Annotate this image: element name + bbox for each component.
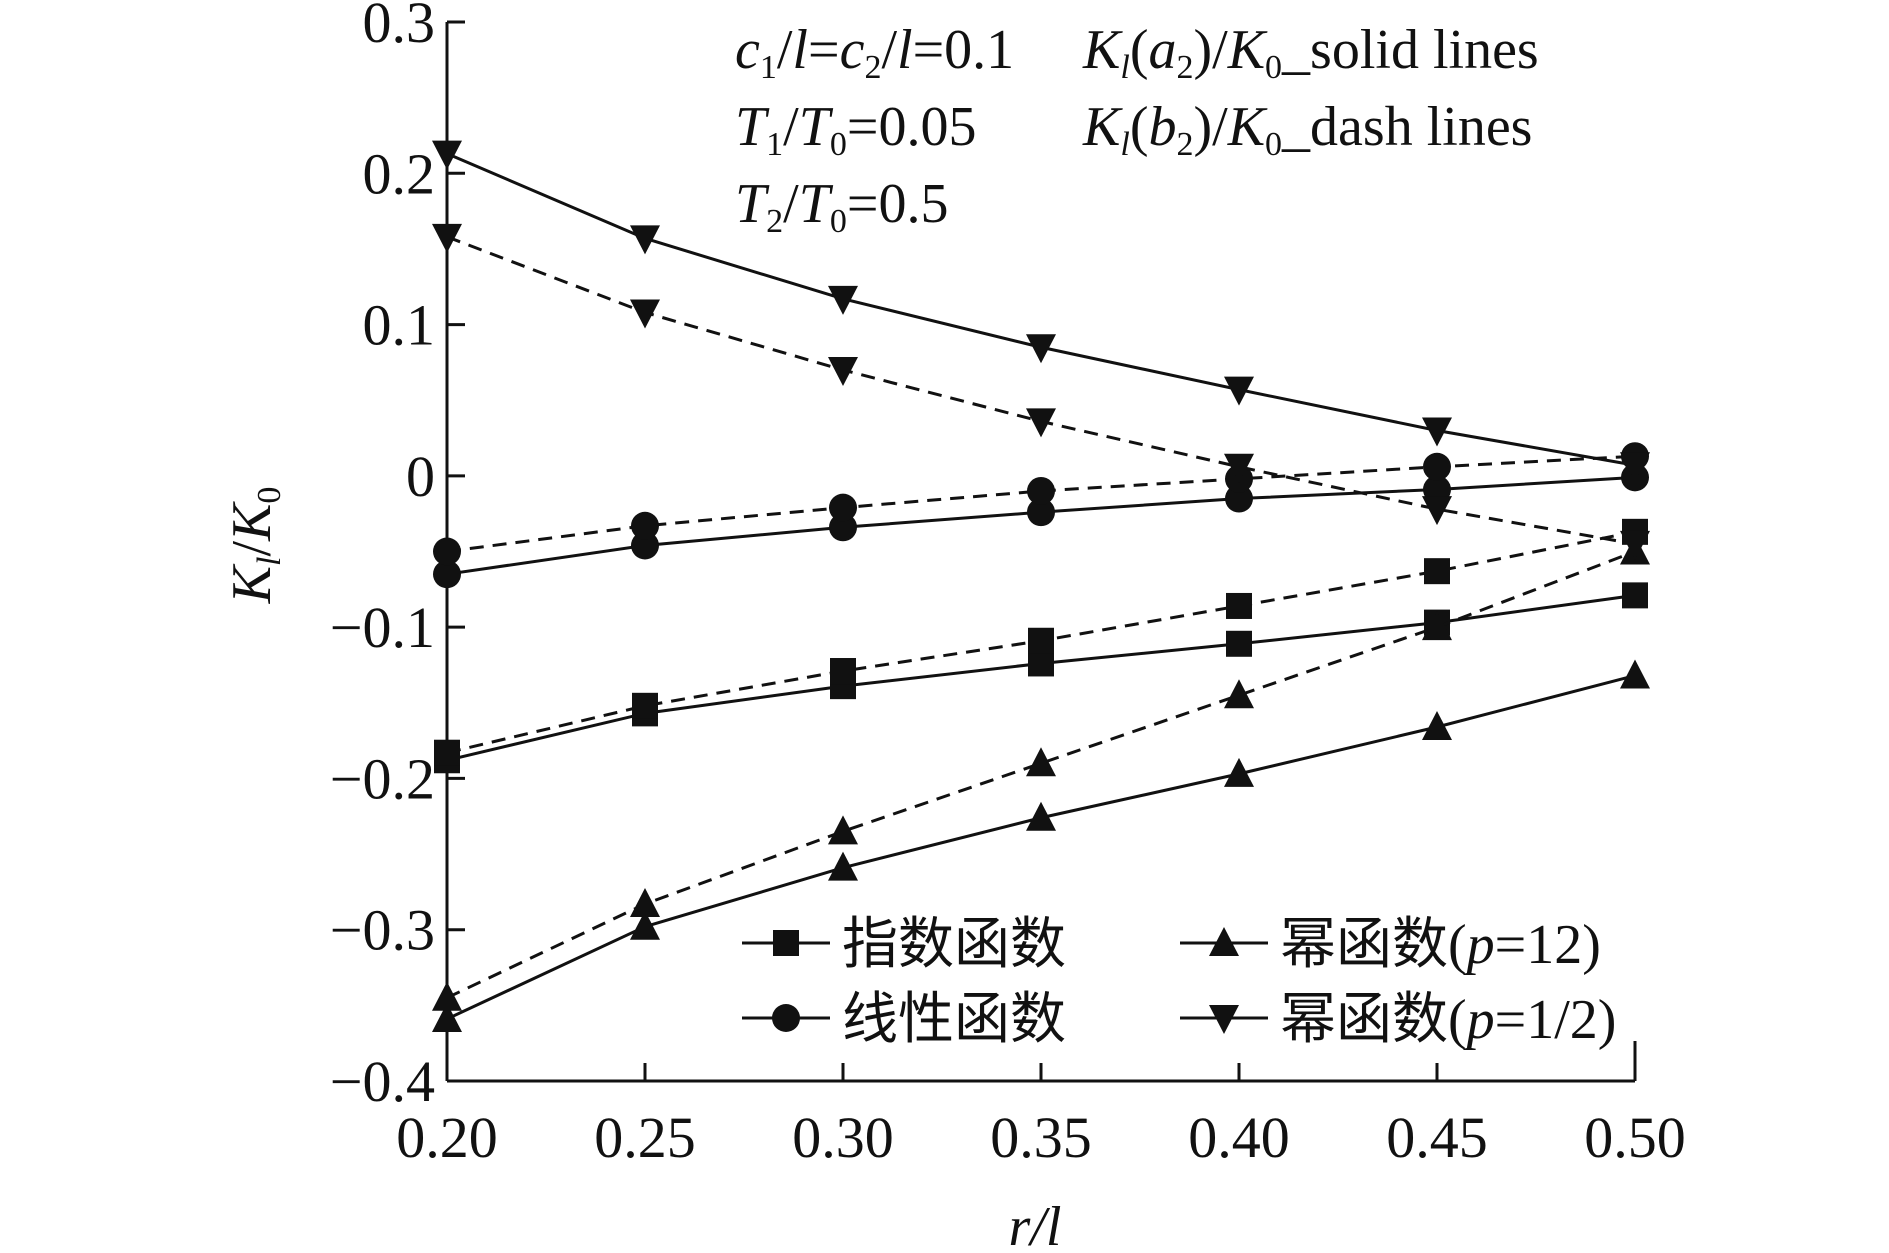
series-triangle-down-solid: [432, 140, 1650, 482]
data-point: [1027, 498, 1055, 527]
legend-label: 幂函数(p=1/2): [1280, 989, 1616, 1051]
y-tick-label: −0.3: [330, 898, 435, 963]
series-triangle-down-dash: [432, 223, 1650, 560]
series-line: [446, 593, 1636, 762]
data-point: [1423, 452, 1451, 481]
data-point: [432, 140, 462, 170]
legend-item: 指数函数: [742, 914, 1066, 976]
data-point: [828, 356, 858, 386]
data-point: [828, 851, 858, 881]
data-point: [1224, 453, 1254, 483]
data-point: [630, 225, 660, 255]
x-tick-label: 0.25: [594, 1105, 696, 1170]
y-tick-label: 0: [406, 444, 435, 509]
data-point: [1027, 476, 1055, 505]
x-tick-label: 0.20: [396, 1105, 498, 1170]
data-point: [1424, 558, 1450, 585]
data-point: [1422, 611, 1452, 641]
data-point: [1422, 710, 1452, 740]
data-point: [432, 981, 462, 1011]
svg-text:Kl/K0: Kl/K0: [221, 487, 288, 605]
series-circle-dash: [433, 442, 1649, 566]
data-point: [1620, 452, 1650, 482]
series-triangle-up-solid: [432, 659, 1650, 1032]
series-square-dash: [434, 518, 1648, 766]
legend-marker: [1209, 1005, 1239, 1034]
data-point: [830, 658, 856, 685]
x-tick-label: 0.35: [990, 1105, 1092, 1170]
axes: 0.3 0.2 0.1 0 −0.1 −0.2 −0.3 −0.40.20 0.25 0.30 0.…: [330, 0, 1686, 1170]
data-point: [432, 223, 462, 253]
legend-item: 幂函数(p=1/2): [1180, 989, 1616, 1051]
data-point: [432, 1002, 462, 1032]
data-point: [1026, 747, 1056, 777]
legend-item: 线性函数: [742, 989, 1066, 1051]
data-point: [630, 299, 660, 329]
series-square-solid: [434, 582, 1648, 774]
annotation-legend-solid: Kl(a2)/K0_solid lines: [1082, 19, 1539, 86]
x-tick-label: 0.30: [792, 1105, 894, 1170]
y-tick-label: 0.3: [363, 0, 436, 55]
legend-label: 幂函数(p=12): [1280, 914, 1601, 976]
annotation-legend-dash: Kl(b2)/K0_dash lines: [1082, 96, 1532, 163]
data-point: [630, 910, 660, 940]
data-point: [433, 537, 461, 566]
annotation-block: c1/l=c2/l=0.1 Kl(a2)/K0_solid lines T1/T…: [735, 19, 1539, 240]
y-tick-label: −0.4: [330, 1049, 435, 1114]
data-point: [1225, 484, 1253, 513]
data-point: [631, 531, 659, 560]
data-point: [1620, 530, 1650, 560]
data-point: [1026, 801, 1056, 831]
legend-marker: [773, 930, 799, 956]
data-point: [1028, 650, 1054, 677]
legend-label: 指数函数: [842, 914, 1066, 976]
y-axis-label: Kl/K0: [221, 487, 288, 605]
x-tick-label: 0.50: [1584, 1105, 1686, 1170]
annotation-params-1: c1/l=c2/l=0.1: [735, 19, 1014, 86]
data-point: [828, 815, 858, 845]
data-point: [1224, 757, 1254, 787]
data-point: [1620, 659, 1650, 689]
data-point: [630, 887, 660, 917]
data-point: [1422, 417, 1452, 447]
data-point: [829, 493, 857, 522]
annotation-params-2: T1/T0=0.05: [735, 96, 976, 163]
data-point: [1028, 627, 1054, 654]
data-point: [829, 513, 857, 542]
x-tick-label: 0.45: [1386, 1105, 1488, 1170]
data-point: [1226, 592, 1252, 619]
x-tick-label: 0.40: [1188, 1105, 1290, 1170]
y-tick-label: −0.1: [330, 595, 435, 660]
legend-marker: [772, 1004, 800, 1032]
y-tick-label: −0.2: [330, 746, 435, 811]
data-point: [1226, 630, 1252, 657]
data-point: [631, 511, 659, 540]
data-point: [1026, 334, 1056, 364]
y-tick-label: 0.2: [363, 141, 436, 206]
legend: 指数函数 幂函数(p=12) 线性函数 幂函数(p=1/2): [742, 914, 1616, 1051]
data-point: [1422, 496, 1452, 526]
y-tick-label: 0.1: [363, 293, 436, 358]
legend-label: 线性函数: [842, 989, 1066, 1051]
data-point: [1224, 376, 1254, 406]
x-axis-label: r/l: [1009, 1196, 1062, 1253]
data-point: [434, 739, 460, 766]
data-point: [1026, 408, 1056, 438]
series-group: [432, 140, 1650, 1032]
data-point: [1622, 582, 1648, 609]
data-point: [632, 692, 658, 719]
data-point: [433, 560, 461, 589]
data-point: [828, 285, 858, 315]
data-point: [1224, 679, 1254, 709]
legend-marker: [1209, 927, 1239, 956]
annotation-params-3: T2/T0=0.5: [735, 173, 948, 240]
legend-item: 幂函数(p=12): [1180, 914, 1601, 976]
